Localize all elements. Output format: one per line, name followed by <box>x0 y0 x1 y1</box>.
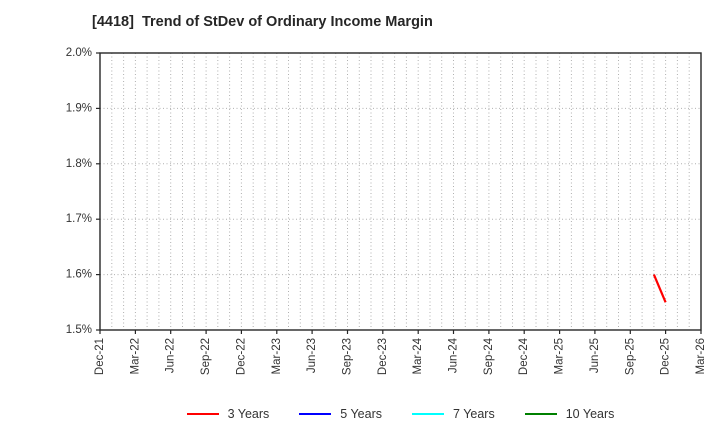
legend-item-5-years: 5 Years <box>299 408 382 421</box>
x-tick-label: Dec-22 <box>235 338 247 375</box>
legend-label-7-years: 7 Years <box>453 406 495 421</box>
legend-swatch-5-years-icon <box>299 412 332 416</box>
y-tick-label: 1.6% <box>66 269 92 281</box>
chart-legend: 3 Years 5 Years 7 Years 10 Years <box>100 402 701 426</box>
x-tick-label: Mar-23 <box>271 338 283 374</box>
legend-label-5-years: 5 Years <box>340 406 383 421</box>
plot-border <box>99 52 702 331</box>
y-tick-label: 2.0% <box>66 47 92 59</box>
y-tick-label: 1.9% <box>66 102 92 114</box>
chart-title: [4418] Trend of StDev of Ordinary Income… <box>92 14 433 30</box>
x-tick-label: Sep-24 <box>483 337 495 375</box>
legend-swatch-3-years-icon <box>186 412 219 416</box>
legend-item-3-years: 3 Years <box>186 406 270 421</box>
y-tick-label: 1.5% <box>66 324 92 336</box>
y-tick-label: 1.7% <box>66 213 92 225</box>
x-tick-label: Mar-26 <box>695 338 707 374</box>
x-tick-label: Jun-23 <box>306 338 318 373</box>
legend-label-10-years: 10 Years <box>565 406 615 421</box>
x-tick-label: Dec-24 <box>518 337 530 375</box>
x-tick-label: Dec-23 <box>377 338 389 375</box>
x-tick-label: Jun-25 <box>589 338 601 373</box>
x-tick-label: Dec-25 <box>660 338 672 375</box>
series-line-3-years <box>652 274 667 303</box>
legend-label-3-years: 3 Years <box>227 406 270 421</box>
x-tick-label: Sep-25 <box>624 338 636 375</box>
y-tick-label: 1.8% <box>66 158 92 170</box>
x-tick-label: Jun-24 <box>448 337 460 373</box>
legend-swatch-7-years-icon <box>412 412 445 416</box>
x-tick-label: Mar-24 <box>412 337 424 374</box>
legend-item-7-years: 7 Years <box>412 408 495 421</box>
x-tick-label: Mar-25 <box>554 338 566 374</box>
x-tick-label: Dec-21 <box>94 338 106 375</box>
x-tick-label: Mar-22 <box>129 338 141 374</box>
x-tick-label: Sep-22 <box>200 338 212 375</box>
chart-plot-area: 1.5% 1.6% 1.7% 1.8% 1.9% 2.0% Dec-21 Mar-22 Jun-… <box>66 47 707 375</box>
legend-item-10-years: 10 Years <box>524 406 615 421</box>
legend-swatch-10-years-icon <box>524 412 557 416</box>
x-tick-label: Sep-23 <box>342 338 354 375</box>
x-tick-label: Jun-22 <box>165 338 177 373</box>
